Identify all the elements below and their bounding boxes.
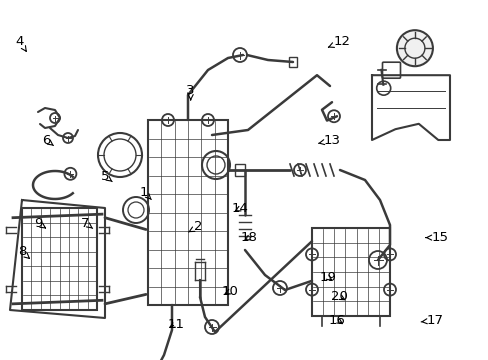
Text: 5: 5 [101,170,112,183]
Text: 12: 12 [327,35,350,48]
Text: 16: 16 [328,314,345,327]
Text: 11: 11 [167,318,184,330]
Text: 18: 18 [241,231,257,244]
Bar [311,228,389,316]
Text: 8: 8 [18,246,29,258]
Text: 20: 20 [331,291,347,303]
Text: 14: 14 [231,202,247,215]
Text: 3: 3 [186,84,195,100]
Text: 10: 10 [221,285,238,298]
Text: 9: 9 [34,217,45,230]
Text: 19: 19 [319,271,335,284]
Bar [288,57,296,67]
Text: 1: 1 [140,186,151,199]
Bar [148,120,227,305]
Text: 4: 4 [15,35,26,51]
Text: 6: 6 [42,134,53,147]
Bar [235,164,244,176]
Text: 15: 15 [425,231,447,244]
Text: 17: 17 [420,314,443,327]
Bar [22,208,97,310]
Text: 13: 13 [318,134,340,147]
Text: 2: 2 [188,220,202,233]
Text: 7: 7 [81,217,92,230]
Circle shape [396,30,432,66]
